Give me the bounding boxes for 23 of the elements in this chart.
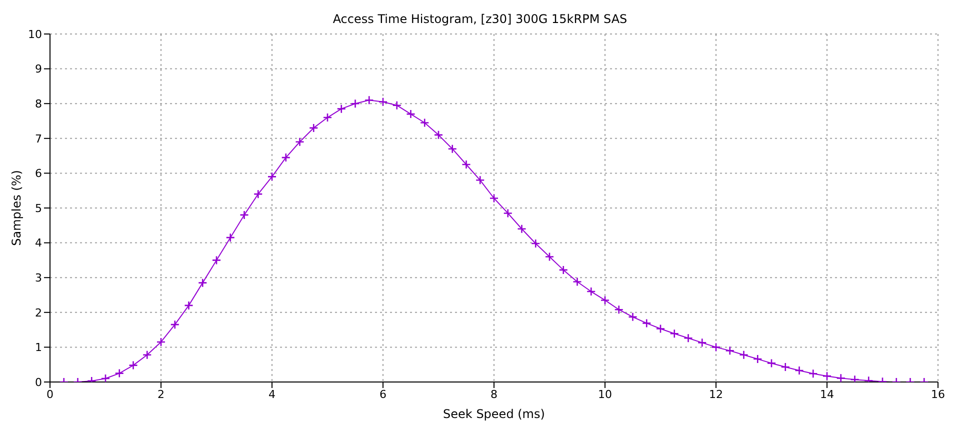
x-tick-label: 12 bbox=[709, 388, 723, 401]
chart-title: Access Time Histogram, [z30] 300G 15kRPM SAS bbox=[332, 12, 628, 26]
x-tick-label: 10 bbox=[598, 388, 612, 401]
y-tick-label: 6 bbox=[35, 167, 42, 180]
x-tick-label: 2 bbox=[158, 388, 164, 401]
y-tick-label: 1 bbox=[35, 341, 42, 354]
x-tick-label: 8 bbox=[490, 388, 498, 401]
x-axis-title: Seek Speed (ms) bbox=[443, 407, 545, 421]
y-tick-label: 2 bbox=[35, 306, 42, 320]
y-tick-label: 5 bbox=[35, 202, 42, 215]
y-tick-label: 8 bbox=[35, 98, 42, 111]
y-tick-label: 7 bbox=[35, 132, 42, 146]
y-tick-label: 9 bbox=[35, 62, 42, 76]
y-tick-label: 3 bbox=[35, 272, 42, 285]
x-tick-label: 4 bbox=[268, 388, 276, 401]
x-tick-label: 14 bbox=[820, 388, 834, 401]
x-tick-label: 0 bbox=[46, 388, 54, 401]
y-tick-label: 0 bbox=[35, 376, 42, 389]
y-tick-label: 10 bbox=[28, 28, 42, 41]
x-tick-label: 16 bbox=[931, 388, 945, 401]
x-tick-label: 6 bbox=[380, 388, 386, 401]
y-axis-title: Samples (%) bbox=[9, 170, 24, 246]
y-tick-label: 4 bbox=[35, 236, 42, 250]
